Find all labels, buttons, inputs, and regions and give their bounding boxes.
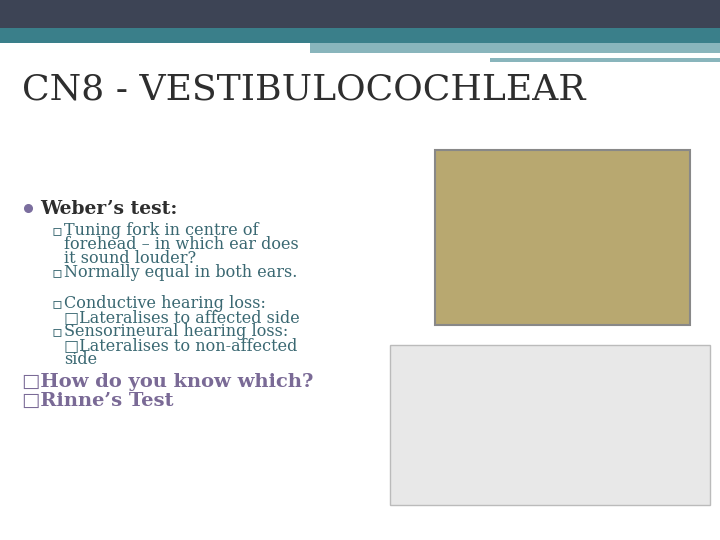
Text: Weber’s test:: Weber’s test: bbox=[40, 200, 177, 218]
Bar bbox=[0, 28, 720, 43]
Text: Normally equal in both ears.: Normally equal in both ears. bbox=[64, 264, 297, 281]
Text: ▫: ▫ bbox=[52, 222, 63, 239]
Bar bbox=[490, 53, 720, 58]
Text: □Rinne’s Test: □Rinne’s Test bbox=[22, 392, 174, 410]
Text: Conductive hearing loss:: Conductive hearing loss: bbox=[64, 295, 266, 312]
Text: Sensorineural hearing loss:: Sensorineural hearing loss: bbox=[64, 323, 288, 340]
Text: ▫: ▫ bbox=[52, 323, 63, 340]
Bar bbox=[390, 345, 710, 505]
Text: □Lateralises to non-affected: □Lateralises to non-affected bbox=[64, 337, 297, 354]
Text: ▫: ▫ bbox=[52, 295, 63, 312]
Text: □How do you know which?: □How do you know which? bbox=[22, 373, 313, 391]
Bar bbox=[310, 43, 720, 53]
Bar bbox=[435, 150, 690, 325]
Text: it sound louder?: it sound louder? bbox=[64, 250, 196, 267]
Bar bbox=[490, 58, 720, 62]
Text: side: side bbox=[64, 351, 97, 368]
Bar bbox=[0, 0, 720, 28]
Text: CN8 - VESTIBULOCOCHLEAR: CN8 - VESTIBULOCOCHLEAR bbox=[22, 72, 585, 106]
Text: □Lateralises to affected side: □Lateralises to affected side bbox=[64, 309, 300, 326]
Text: forehead – in which ear does: forehead – in which ear does bbox=[64, 236, 299, 253]
Text: ▫: ▫ bbox=[52, 264, 63, 281]
Text: Tuning fork in centre of: Tuning fork in centre of bbox=[64, 222, 258, 239]
